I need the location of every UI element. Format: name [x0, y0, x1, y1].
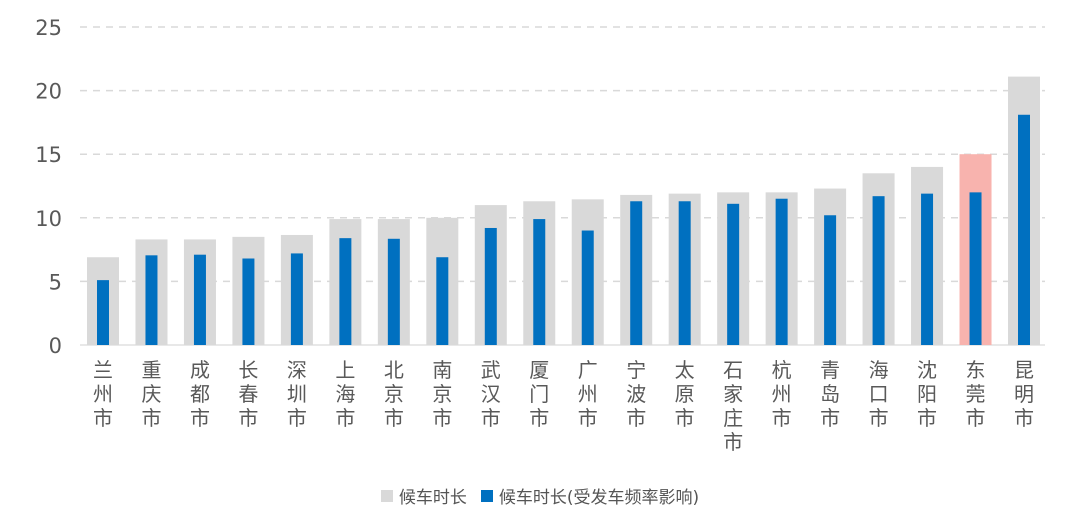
y-tick-label: 10 — [35, 207, 62, 231]
y-tick-label: 20 — [35, 80, 62, 104]
x-tick-label: 上海市 — [335, 358, 356, 430]
x-tick-label: 长春市 — [238, 358, 259, 430]
bar-wait-time-frequency — [1018, 114, 1030, 345]
bar-wait-time-frequency — [727, 203, 740, 345]
bar-wait-time-frequency — [969, 192, 982, 345]
x-tick-label: 杭州市 — [771, 358, 792, 430]
bar-wait-time-frequency — [824, 215, 837, 345]
bar-wait-time-frequency — [145, 255, 158, 345]
bar-wait-time-frequency — [678, 201, 691, 345]
bar-wait-time-frequency — [484, 227, 497, 345]
x-tick-label-highlight: 东莞市 — [965, 358, 986, 430]
x-tick-label: 广州市 — [577, 358, 598, 430]
bar-wait-time-frequency — [387, 238, 400, 345]
bar-wait-time-frequency — [921, 193, 934, 345]
bar-wait-time-frequency — [533, 219, 546, 345]
legend-label: 候车时长(受发车频率影响) — [498, 488, 700, 508]
legend-swatch — [380, 489, 393, 502]
x-tick-label: 沈阳市 — [917, 358, 938, 430]
y-tick-label: 25 — [35, 16, 62, 40]
bar-wait-time-frequency — [630, 201, 643, 345]
legend-swatch — [480, 489, 493, 502]
x-tick-label: 武汉市 — [480, 358, 501, 430]
x-tick-label: 太原市 — [674, 358, 695, 430]
x-tick-label: 兰州市 — [93, 358, 113, 430]
bar-wait-time-frequency — [581, 230, 594, 345]
x-tick-label: 海口市 — [868, 358, 889, 430]
legend-item-wait-time-frequency: 候车时长(受发车频率影响) — [480, 483, 700, 508]
x-tick-label: 北京市 — [383, 358, 404, 430]
x-tick-label: 成都市 — [189, 358, 210, 430]
legend-item-wait-time: 候车时长 — [380, 483, 467, 508]
x-tick-label: 南京市 — [432, 358, 453, 430]
bar-wait-time-frequency — [97, 280, 109, 345]
y-tick-label: 5 — [49, 270, 62, 294]
bar-wait-time-frequency — [339, 238, 352, 345]
legend: 候车时长 候车时长(受发车频率影响) — [0, 483, 1080, 508]
y-tick-label: 15 — [35, 143, 62, 167]
x-tick-label: 深圳市 — [286, 358, 307, 430]
bar-wait-time-frequency — [290, 253, 303, 345]
y-tick-label: 0 — [49, 334, 62, 358]
x-tick-label: 宁波市 — [626, 358, 647, 430]
bar-wait-time-frequency — [872, 196, 885, 345]
x-tick-label: 青岛市 — [820, 358, 841, 430]
x-tick-label: 石家庄市 — [723, 358, 744, 454]
bar-wait-time-frequency — [242, 258, 255, 345]
bar-wait-time-frequency — [436, 257, 449, 345]
x-tick-label: 昆明市 — [1014, 358, 1034, 430]
x-tick-label: 重庆市 — [141, 358, 162, 430]
bar-wait-time-frequency — [775, 198, 788, 345]
bar-chart: 0 5 10 15 20 25 — [35, 16, 1045, 358]
legend-label: 候车时长 — [398, 488, 467, 508]
x-tick-label: 厦门市 — [529, 358, 550, 430]
bar-wait-time-frequency — [193, 254, 206, 345]
